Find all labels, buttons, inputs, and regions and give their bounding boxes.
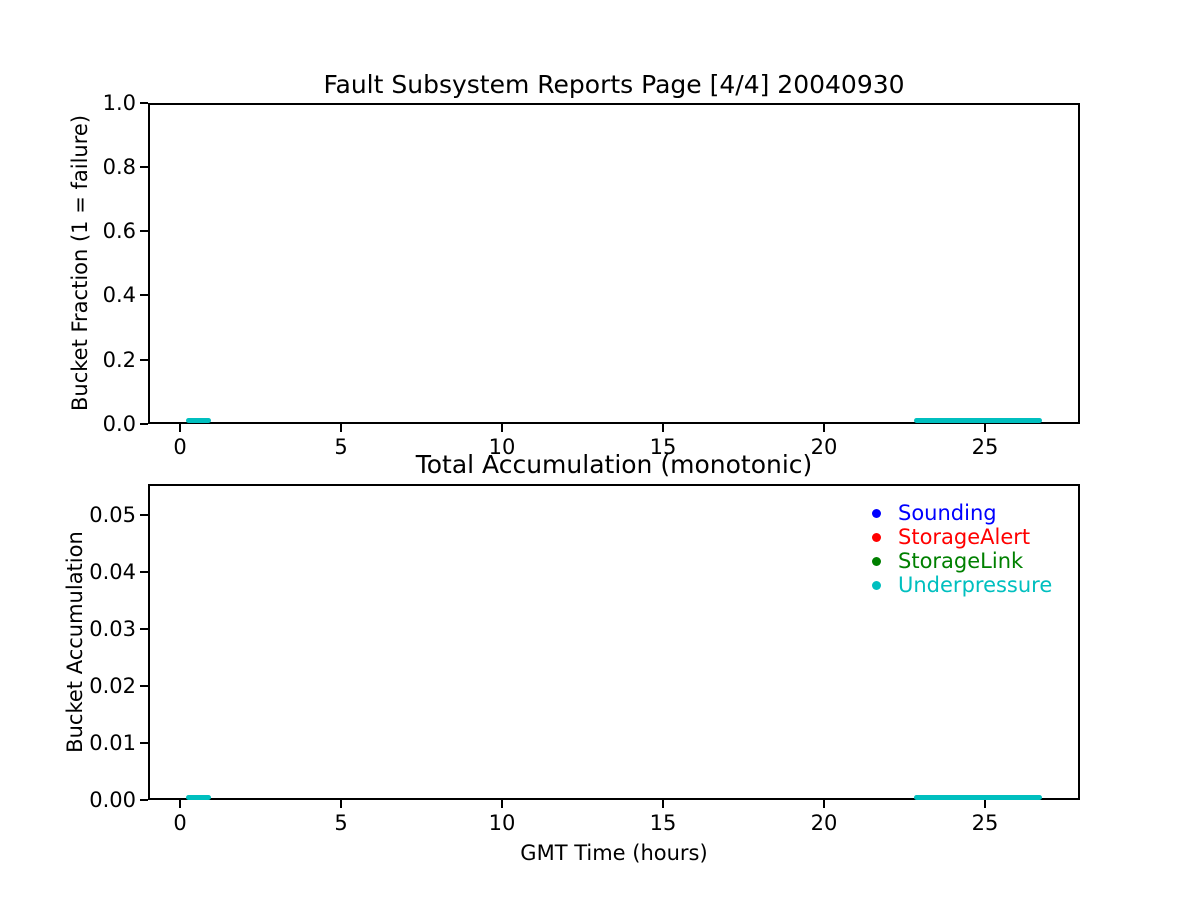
underpressure-segment: [914, 795, 1042, 800]
y-tick: [140, 799, 148, 801]
x-tick: [501, 800, 503, 808]
legend-item: StorageLink: [872, 549, 1052, 573]
y-tick: [140, 423, 148, 425]
x-tick-label: 5: [334, 811, 348, 835]
top-plot-area: [148, 103, 1080, 424]
y-tick: [140, 628, 148, 630]
circle-marker-icon: [872, 532, 881, 542]
legend-label: StorageAlert: [898, 525, 1031, 549]
bottom-y-axis-label: Bucket Accumulation: [63, 531, 87, 753]
y-tick: [140, 102, 148, 104]
y-tick: [140, 742, 148, 744]
x-tick: [501, 424, 503, 432]
y-tick-label: 0.01: [89, 731, 136, 755]
x-tick: [662, 424, 664, 432]
bottom-chart-title: Total Accumulation (monotonic): [415, 450, 813, 479]
y-tick-label: 0.05: [89, 503, 136, 527]
x-tick-label: 10: [488, 435, 516, 459]
x-tick: [340, 800, 342, 808]
x-tick-label: 10: [488, 811, 516, 835]
x-axis-label: GMT Time (hours): [520, 841, 708, 865]
x-tick: [823, 424, 825, 432]
underpressure-segment: [186, 795, 211, 800]
legend-label: StorageLink: [898, 549, 1024, 573]
circle-marker-icon: [872, 556, 881, 566]
x-tick-label: 20: [810, 435, 838, 459]
y-tick: [140, 294, 148, 296]
x-tick-label: 0: [173, 811, 187, 835]
x-tick-label: 25: [971, 435, 999, 459]
x-tick-label: 15: [649, 811, 677, 835]
x-tick: [340, 424, 342, 432]
x-tick-label: 25: [971, 811, 999, 835]
y-tick: [140, 571, 148, 573]
x-tick-label: 5: [334, 435, 348, 459]
x-tick: [984, 800, 986, 808]
top-y-axis-label: Bucket Fraction (1 = failure): [68, 114, 92, 412]
x-tick-label: 0: [173, 435, 187, 459]
x-tick-label: 20: [810, 811, 838, 835]
x-tick-label: 15: [649, 435, 677, 459]
y-tick-label: 0.2: [102, 348, 136, 372]
underpressure-segment: [914, 418, 1042, 423]
y-tick: [140, 166, 148, 168]
y-tick: [140, 514, 148, 516]
circle-marker-icon: [872, 580, 881, 590]
y-tick-label: 0.03: [89, 617, 136, 641]
legend-label: Sounding: [898, 501, 997, 525]
y-tick: [140, 685, 148, 687]
legend-item: StorageAlert: [872, 525, 1052, 549]
x-tick: [179, 800, 181, 808]
legend: Sounding StorageAlert StorageLink Underp…: [872, 501, 1052, 597]
y-tick-label: 0.04: [89, 560, 136, 584]
legend-item: Sounding: [872, 501, 1052, 525]
y-tick: [140, 359, 148, 361]
y-tick-label: 0.8: [102, 155, 136, 179]
x-tick: [823, 800, 825, 808]
underpressure-segment: [186, 418, 211, 423]
x-tick: [984, 424, 986, 432]
legend-item: Underpressure: [872, 573, 1052, 597]
y-tick-label: 1.0: [102, 91, 136, 115]
y-tick: [140, 230, 148, 232]
y-tick-label: 0.02: [89, 674, 136, 698]
x-tick: [662, 800, 664, 808]
x-tick: [179, 424, 181, 432]
bottom-plot-area: [148, 484, 1080, 800]
y-tick-label: 0.6: [102, 219, 136, 243]
legend-label: Underpressure: [898, 573, 1053, 597]
top-chart-title: Fault Subsystem Reports Page [4/4] 20040…: [323, 70, 905, 99]
y-tick-label: 0.4: [102, 283, 136, 307]
y-tick-label: 0.00: [89, 788, 136, 812]
circle-marker-icon: [872, 508, 881, 518]
y-tick-label: 0.0: [102, 412, 136, 436]
